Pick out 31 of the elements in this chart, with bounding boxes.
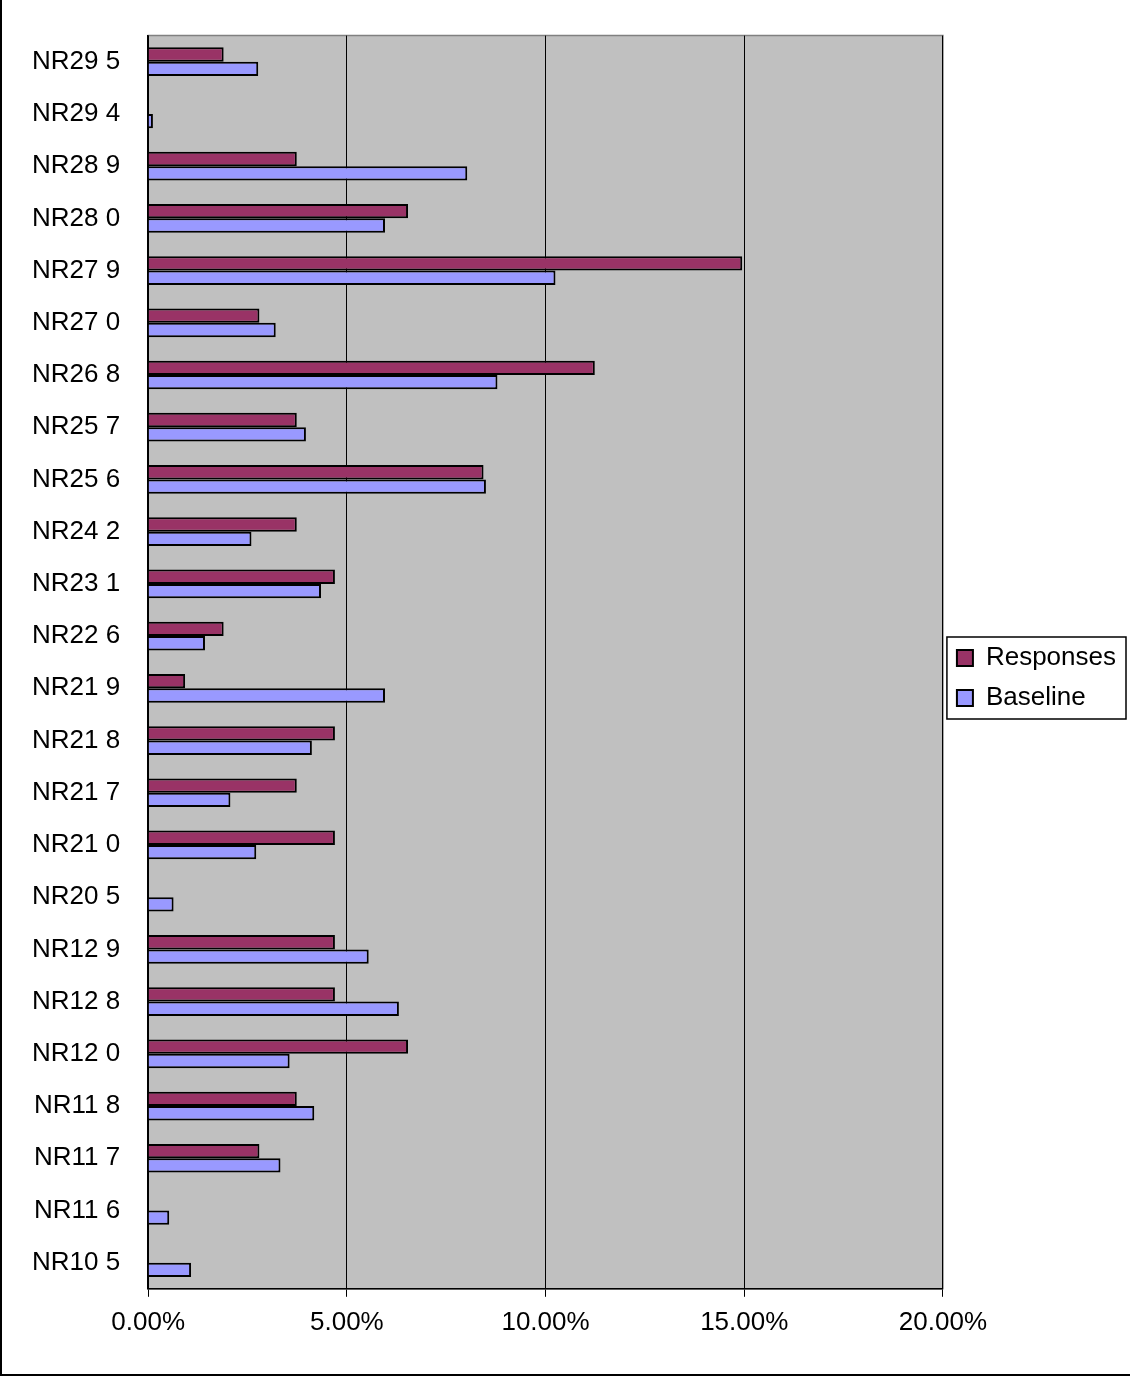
x-tick-label: 15.00%	[700, 1305, 789, 1336]
y-tick-label: NR27 0	[32, 305, 121, 336]
y-tick-label: NR25 6	[32, 462, 121, 493]
y-tick-label: NR12 0	[32, 1037, 121, 1067]
x-tick-label: 20.00%	[898, 1305, 988, 1336]
y-tick-label: NR28 9	[32, 149, 121, 180]
y-tick-label: NR21 8	[32, 723, 121, 754]
y-tick-label: NR22 6	[32, 619, 121, 650]
y-tick-label: NR26 8	[32, 358, 121, 389]
y-tick-label: NR12 9	[32, 932, 121, 963]
y-tick-label: NR12 8	[32, 984, 121, 1015]
y-tick-label: NR29 4	[32, 97, 121, 128]
x-tick-label: 5.00%	[309, 1305, 384, 1336]
y-tick-label: NR20 5	[32, 880, 121, 911]
y-tick-label: NR27 9	[32, 253, 121, 284]
y-tick-label: NR21 9	[32, 671, 121, 702]
y-tick-label: NR10 5	[32, 1245, 121, 1276]
y-tick-label: NR23 1	[32, 567, 121, 598]
y-tick-label: NR28 0	[32, 201, 121, 232]
y-tick-label: NR21 0	[32, 828, 121, 859]
legend-label: Baseline	[985, 681, 1086, 712]
y-tick-label: NR11 8	[33, 1089, 121, 1120]
y-tick-label: NR21 7	[32, 775, 121, 806]
y-tick-label: NR11 6	[33, 1193, 121, 1224]
y-tick-label: NR24 2	[32, 514, 121, 545]
legend-label: Responses	[985, 641, 1116, 672]
y-tick-label: NR11 7	[33, 1141, 121, 1172]
y-tick-label: NR25 7	[32, 410, 121, 441]
x-tick-label: 0.00%	[111, 1305, 186, 1336]
y-tick-label: NR29 5	[32, 44, 121, 75]
x-tick-label: 10.00%	[501, 1305, 590, 1336]
